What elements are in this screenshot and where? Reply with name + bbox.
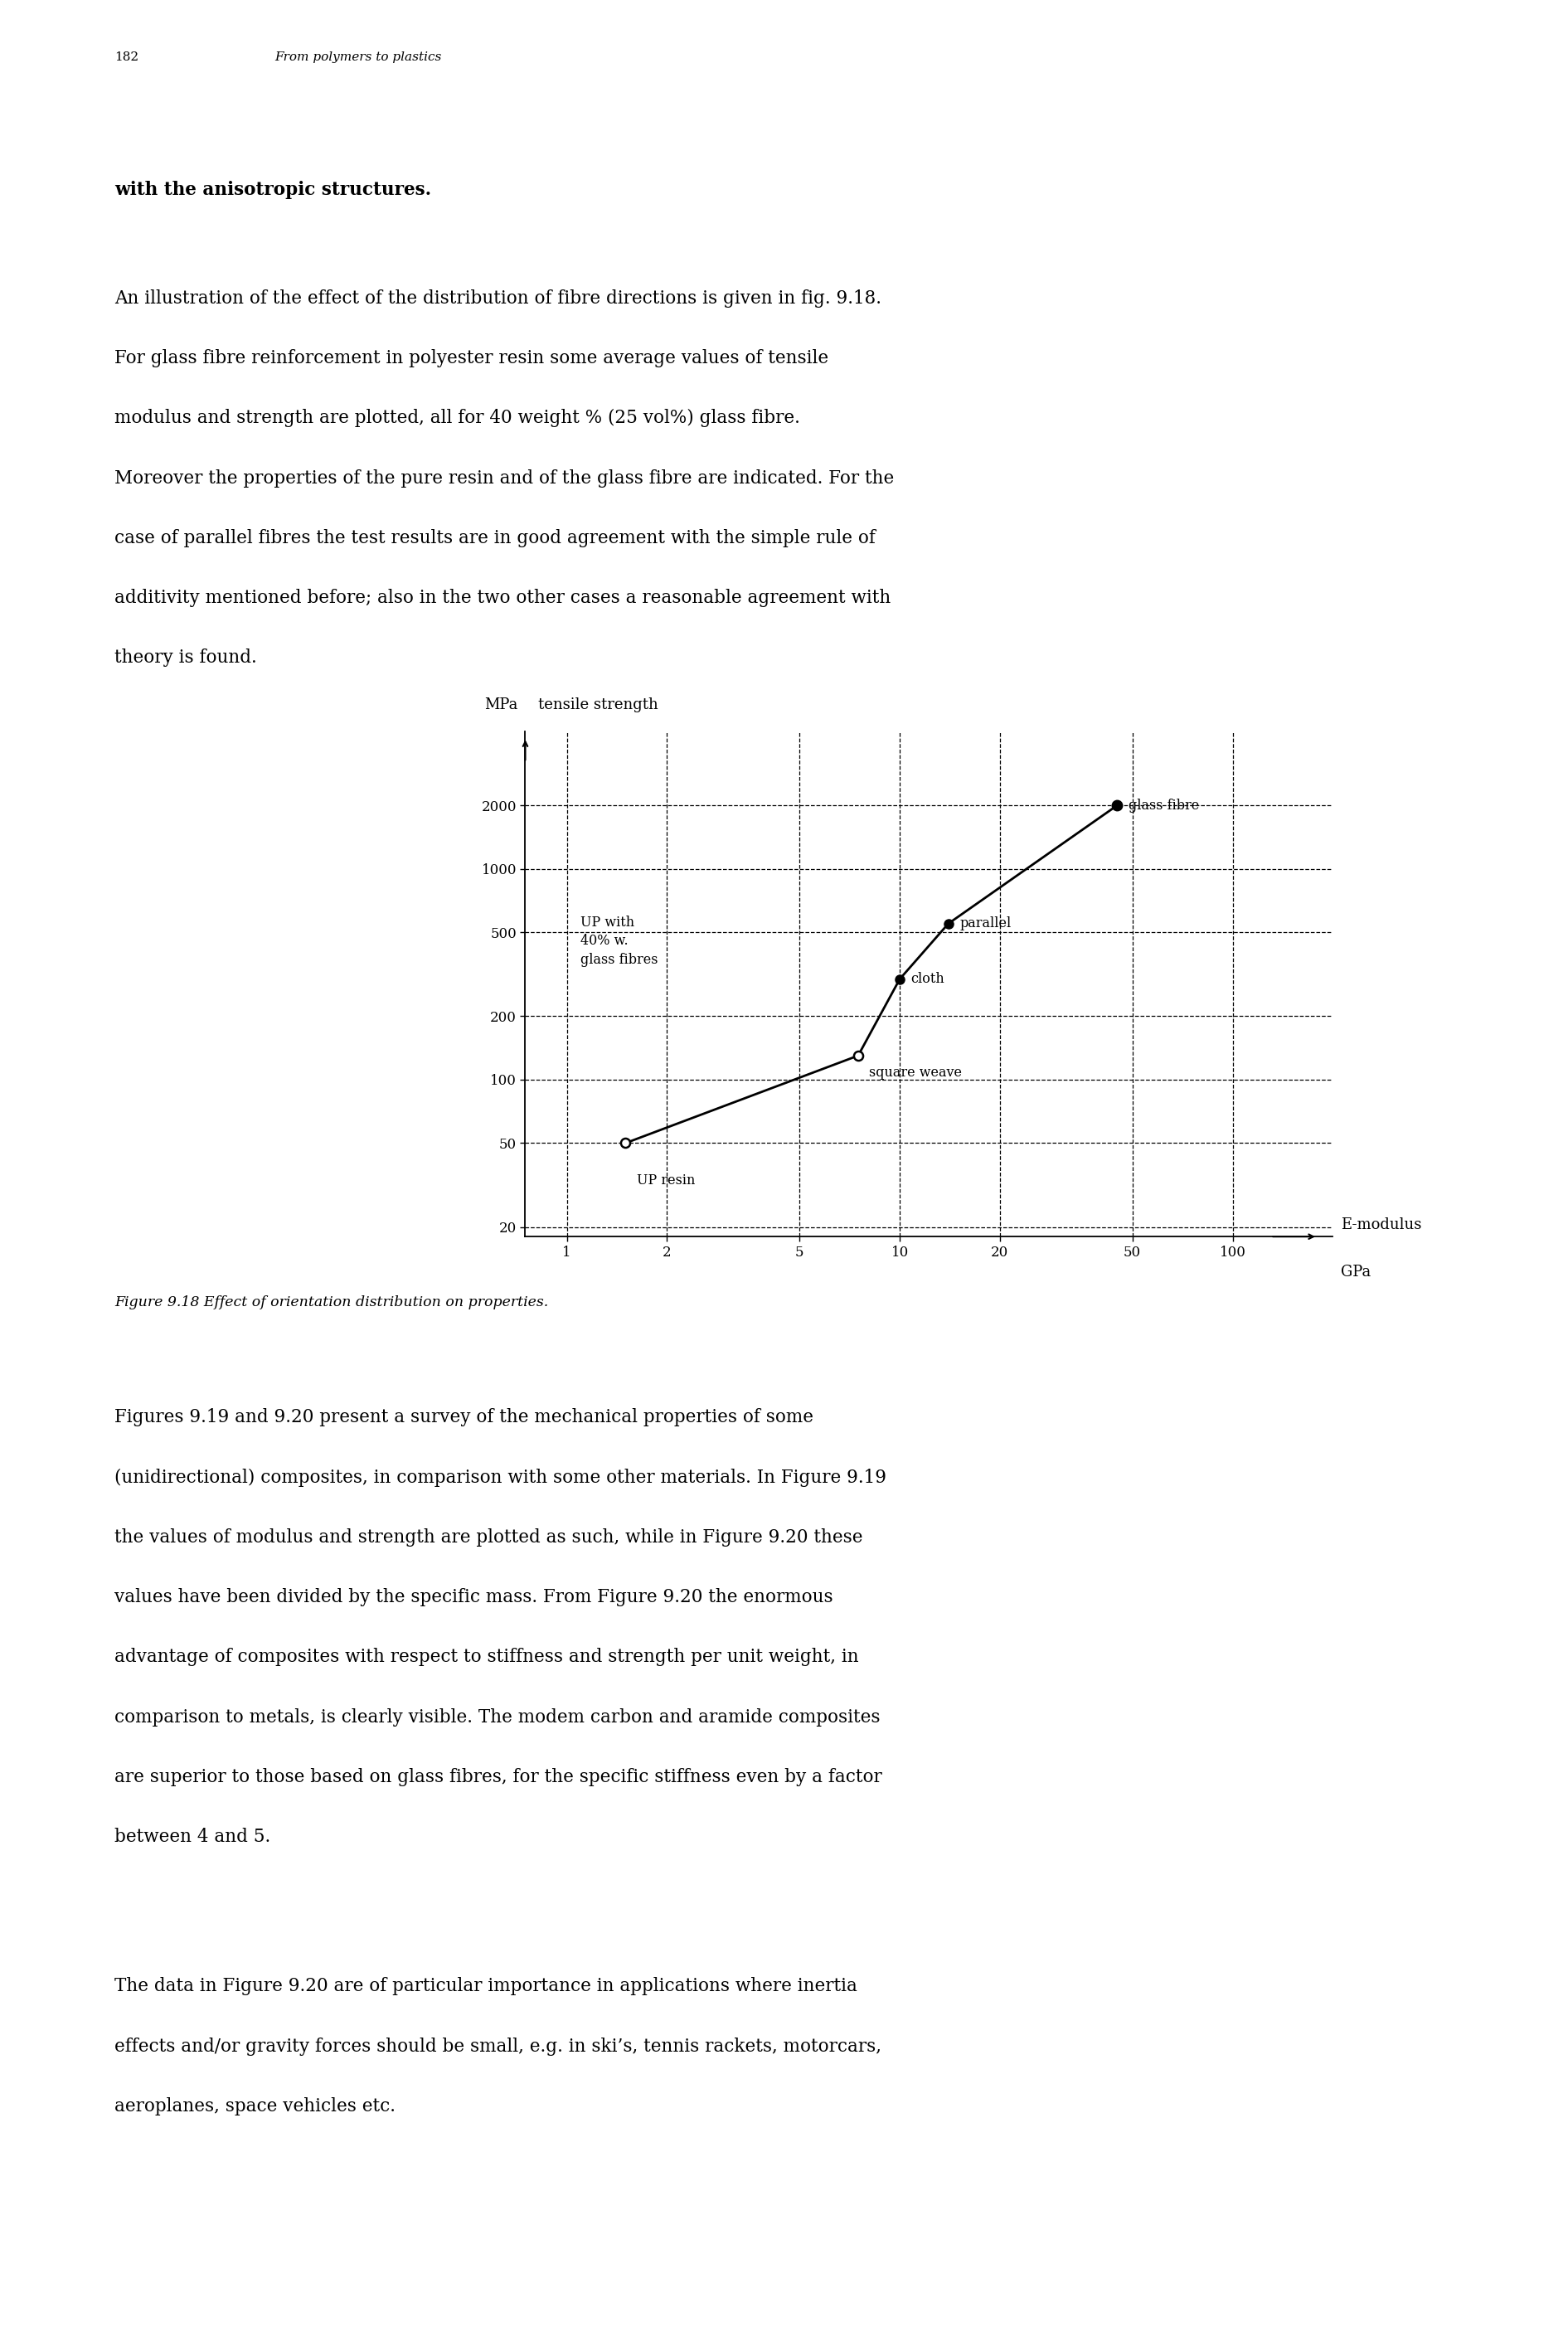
- Text: parallel: parallel: [960, 917, 1011, 931]
- Text: tensile strength: tensile strength: [538, 698, 659, 712]
- Text: UP with
40% w.
glass fibres: UP with 40% w. glass fibres: [580, 915, 659, 966]
- Text: Moreover the properties of the pure resin and of the glass fibre are indicated. : Moreover the properties of the pure resi…: [114, 470, 894, 487]
- Text: Figure 9.18 Effect of orientation distribution on properties.: Figure 9.18 Effect of orientation distri…: [114, 1295, 549, 1310]
- Text: E-modulus: E-modulus: [1341, 1218, 1421, 1232]
- Text: From polymers to plastics: From polymers to plastics: [274, 52, 441, 63]
- Text: GPa: GPa: [1341, 1265, 1370, 1279]
- Text: theory is found.: theory is found.: [114, 649, 257, 668]
- Text: values have been divided by the specific mass. From Figure 9.20 the enormous: values have been divided by the specific…: [114, 1589, 833, 1606]
- Text: effects and/or gravity forces should be small, e.g. in ski’s, tennis rackets, mo: effects and/or gravity forces should be …: [114, 2038, 881, 2055]
- Text: An illustration of the effect of the distribution of fibre directions is given i: An illustration of the effect of the dis…: [114, 289, 881, 308]
- Text: aeroplanes, space vehicles etc.: aeroplanes, space vehicles etc.: [114, 2097, 395, 2116]
- Text: The data in Figure 9.20 are of particular importance in applications where inert: The data in Figure 9.20 are of particula…: [114, 1977, 858, 1996]
- Text: between 4 and 5.: between 4 and 5.: [114, 1829, 271, 1846]
- Text: comparison to metals, is clearly visible. The modem carbon and aramide composite: comparison to metals, is clearly visible…: [114, 1709, 880, 1726]
- Text: with the anisotropic structures.: with the anisotropic structures.: [114, 181, 431, 200]
- Text: square weave: square weave: [869, 1065, 963, 1079]
- Text: glass fibre: glass fibre: [1129, 799, 1200, 813]
- Text: advantage of composites with respect to stiffness and strength per unit weight, : advantage of composites with respect to …: [114, 1648, 859, 1667]
- Text: 182: 182: [114, 52, 138, 63]
- Text: (unidirectional) composites, in comparison with some other materials. In Figure : (unidirectional) composites, in comparis…: [114, 1467, 886, 1486]
- Text: Figures 9.19 and 9.20 present a survey of the mechanical properties of some: Figures 9.19 and 9.20 present a survey o…: [114, 1408, 814, 1427]
- Text: MPa: MPa: [485, 698, 517, 712]
- Text: cloth: cloth: [911, 971, 944, 985]
- Text: For glass fibre reinforcement in polyester resin some average values of tensile: For glass fibre reinforcement in polyest…: [114, 350, 828, 367]
- Text: modulus and strength are plotted, all for 40 weight % (25 vol%) glass fibre.: modulus and strength are plotted, all fo…: [114, 409, 800, 428]
- Text: case of parallel fibres the test results are in good agreement with the simple r: case of parallel fibres the test results…: [114, 529, 875, 548]
- Text: UP resin: UP resin: [637, 1173, 695, 1187]
- Text: additivity mentioned before; also in the two other cases a reasonable agreement : additivity mentioned before; also in the…: [114, 590, 891, 607]
- Text: are superior to those based on glass fibres, for the specific stiffness even by : are superior to those based on glass fib…: [114, 1768, 883, 1787]
- Text: the values of modulus and strength are plotted as such, while in Figure 9.20 the: the values of modulus and strength are p…: [114, 1528, 862, 1547]
